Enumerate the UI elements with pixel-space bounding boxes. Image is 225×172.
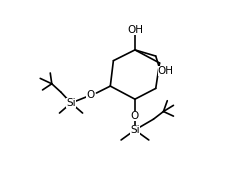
Text: OH: OH [158, 66, 174, 77]
Text: O: O [131, 111, 139, 121]
Text: Si: Si [66, 98, 76, 108]
Text: OH: OH [127, 25, 143, 35]
Text: O: O [86, 90, 94, 100]
Text: Si: Si [130, 125, 140, 135]
